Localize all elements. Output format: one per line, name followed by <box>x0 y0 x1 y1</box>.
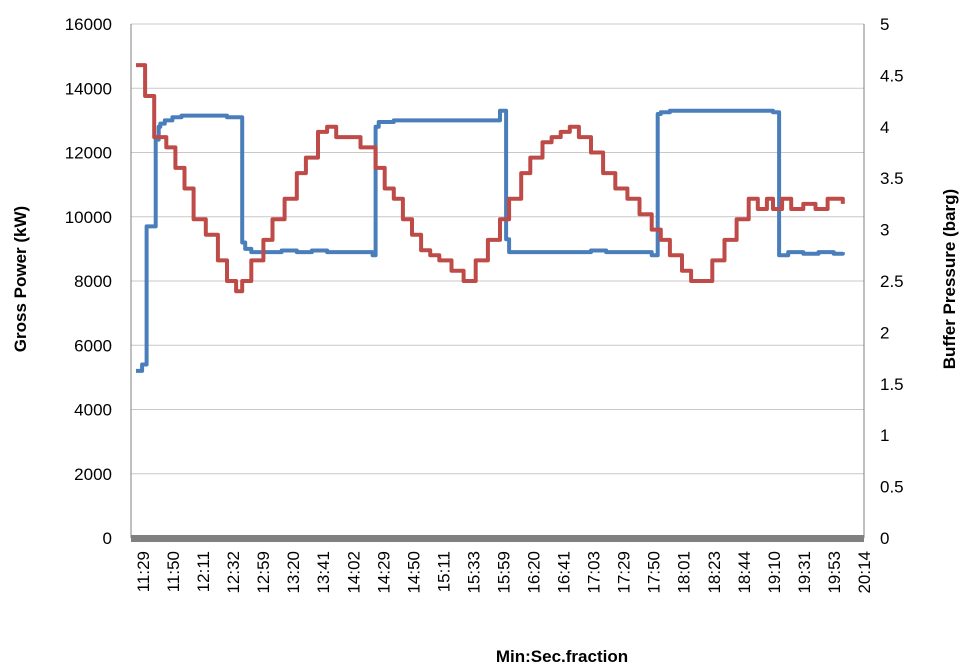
x-tick-label: 18:23 <box>705 551 724 594</box>
x-tick-label: 18:44 <box>735 551 754 594</box>
x-tick-label: 14:02 <box>344 551 363 594</box>
series-line-gross-power <box>136 108 845 373</box>
x-tick-label: 16:41 <box>555 551 574 594</box>
x-tick-label: 17:29 <box>615 551 634 594</box>
y-left-tick-label: 8000 <box>74 272 112 291</box>
x-tick-label: 18:01 <box>675 551 694 594</box>
y-right-tick-label: 1.5 <box>880 375 904 394</box>
x-tick-label: 19:10 <box>765 551 784 594</box>
x-tick-label: 19:31 <box>795 551 814 594</box>
x-axis-bar <box>131 535 864 542</box>
x-tick-label: 14:29 <box>374 551 393 594</box>
x-tick-label: 13:41 <box>314 551 333 594</box>
y-left-tick-label: 14000 <box>65 79 112 98</box>
gridlines <box>130 23 865 538</box>
x-tick-label: 14:50 <box>404 551 423 594</box>
y-right-tick-label: 1 <box>880 426 889 445</box>
x-tick-label: 17:50 <box>645 551 664 594</box>
y-right-tick-label: 4 <box>880 118 889 137</box>
x-tick-label: 11:50 <box>164 551 183 592</box>
y-right-tick-label: 2 <box>880 323 889 342</box>
y-right-tick-label: 0 <box>880 529 889 548</box>
x-tick-label: 11:29 <box>134 551 153 592</box>
y-left-tick-label: 0 <box>103 529 112 548</box>
y-left-tick-label: 4000 <box>74 401 112 420</box>
x-axis-ticks: 11:29 11:50 12:11 12:32 12:59 13:20 13:41 14:02… <box>134 551 874 594</box>
series-group <box>136 63 845 373</box>
series-line-buffer-pressure <box>136 63 845 294</box>
y-right-tick-label: 3.5 <box>880 169 904 188</box>
x-axis-title: Min:Sec.fraction <box>496 647 628 666</box>
x-tick-label: 19:53 <box>825 551 844 594</box>
y-left-tick-label: 16000 <box>65 15 112 34</box>
y-axis-left-ticks: 16000 14000 12000 10000 8000 6000 4000 2000 0 <box>65 15 112 548</box>
y-left-tick-label: 6000 <box>74 336 112 355</box>
x-tick-label: 15:11 <box>434 551 453 592</box>
x-tick-label: 12:32 <box>224 551 243 594</box>
x-tick-label: 17:03 <box>585 551 604 594</box>
y-right-tick-label: 2.5 <box>880 272 904 291</box>
x-tick-label: 15:33 <box>464 551 483 594</box>
y-axis-right-title: Buffer Pressure (barg) <box>940 189 959 369</box>
y-left-tick-label: 12000 <box>65 144 112 163</box>
y-right-tick-label: 3 <box>880 221 889 240</box>
y-left-tick-label: 2000 <box>74 465 112 484</box>
y-right-tick-label: 4.5 <box>880 66 904 85</box>
x-tick-label: 13:20 <box>284 551 303 594</box>
y-right-tick-label: 5 <box>880 15 889 34</box>
y-left-tick-label: 10000 <box>65 208 112 227</box>
x-tick-label: 20:14 <box>855 551 874 594</box>
x-tick-label: 12:59 <box>254 551 273 594</box>
x-tick-label: 16:20 <box>525 551 544 594</box>
x-tick-label: 12:11 <box>194 551 213 592</box>
y-right-tick-label: 0.5 <box>880 478 904 497</box>
y-axis-left-title: Gross Power (kW) <box>11 206 30 352</box>
y-axis-right-ticks: 5 4.5 4 3.5 3 2.5 2 1.5 1 0.5 0 <box>880 15 904 548</box>
x-tick-label: 15:59 <box>494 551 513 594</box>
